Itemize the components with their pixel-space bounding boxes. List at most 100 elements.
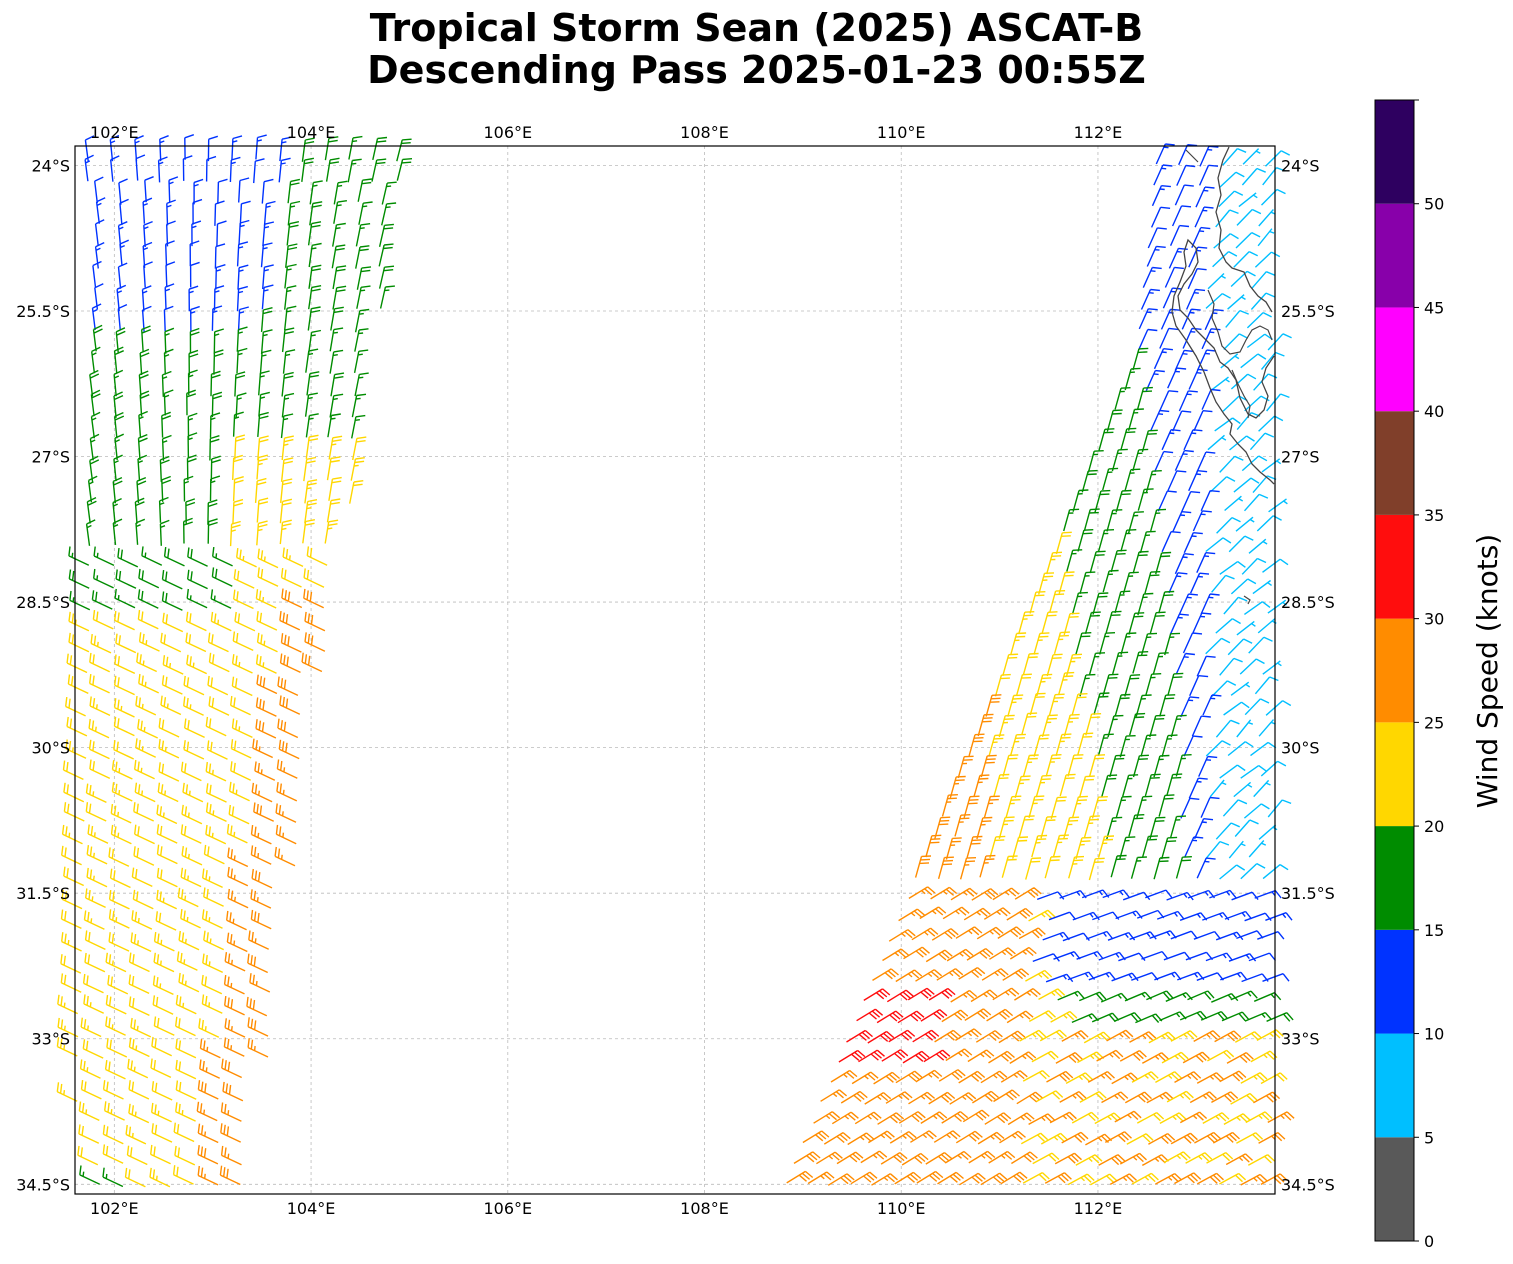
wind-barb: [1066, 549, 1083, 572]
wind-barb: [234, 611, 256, 632]
wind-barb: [247, 953, 268, 974]
wind-barb: [396, 158, 413, 181]
wind-barb: [1242, 148, 1261, 165]
wind-barb: [1061, 1029, 1089, 1042]
wind-barb: [854, 1111, 882, 1125]
wind-barb: [61, 889, 83, 910]
wind-barb: [87, 475, 98, 503]
wind-barb: [1246, 333, 1273, 349]
wind-barb: [89, 369, 100, 397]
wind-barb: [287, 200, 301, 226]
wind-barb: [110, 824, 132, 845]
wind-barb: [1161, 1051, 1189, 1064]
wind-barb: [941, 1009, 969, 1023]
wind-barb: [1209, 779, 1227, 798]
wind-barb: [898, 908, 926, 922]
wind-barb: [993, 773, 1010, 797]
colorbar-tick-label: 10: [1424, 1025, 1444, 1044]
wind-barb: [85, 783, 107, 804]
wind-barb: [177, 887, 199, 908]
wind-barb: [897, 1010, 925, 1024]
wind-barb: [191, 220, 202, 247]
wind-barb: [205, 783, 227, 803]
wind-barb: [958, 967, 986, 980]
wind-barb: [1163, 951, 1192, 961]
wind-barb: [1174, 184, 1194, 206]
wind-barb: [372, 136, 388, 161]
wind-barb: [138, 410, 148, 438]
wind-barb: [279, 695, 301, 715]
wind-barb: [130, 1017, 152, 1038]
wind-barb: [113, 391, 124, 418]
wind-barb: [186, 654, 207, 675]
wind-barb: [1196, 552, 1216, 573]
wind-barb: [903, 946, 930, 960]
wind-barb: [1159, 327, 1179, 349]
wind-barb: [1222, 799, 1248, 817]
wind-barb: [172, 1165, 194, 1185]
wind-barb: [1038, 988, 1066, 1001]
wind-barb: [901, 1152, 929, 1166]
wind-barb: [1228, 953, 1257, 962]
colorbar-bin: [1375, 618, 1414, 723]
wind-barb: [378, 243, 394, 267]
wind-barb: [1238, 192, 1258, 208]
wind-barb: [284, 263, 297, 289]
wind-barb: [231, 676, 253, 697]
wind-barb: [115, 569, 137, 589]
wind-barb: [257, 435, 269, 461]
wind-barb: [1260, 1072, 1288, 1085]
wind-barb: [263, 200, 276, 226]
wind-barbs: [56, 134, 1295, 1188]
wind-barb: [1136, 1111, 1165, 1124]
wind-barb: [954, 814, 971, 837]
wind-barb: [139, 348, 150, 376]
wind-barb: [326, 498, 341, 523]
wind-barb: [1040, 815, 1057, 839]
wind-barb: [1045, 973, 1074, 983]
wind-barb: [1129, 1031, 1157, 1043]
wind-barb: [871, 1173, 898, 1186]
wind-barb: [210, 589, 232, 609]
wind-barb: [998, 714, 1015, 738]
wind-barb: [303, 568, 325, 588]
wind-barb: [1124, 1091, 1152, 1104]
wind-barb: [305, 434, 319, 459]
wind-barb: [207, 135, 219, 162]
colorbar-bin: [1375, 722, 1414, 827]
wind-barb: [217, 178, 228, 205]
wind-barb: [1214, 1030, 1242, 1043]
wind-barb: [977, 1131, 1005, 1145]
wind-barb: [1251, 271, 1276, 289]
wind-barb: [1223, 1113, 1251, 1126]
wind-barb: [186, 454, 197, 481]
wind-barb: [1241, 557, 1267, 575]
wind-barb: [1112, 651, 1129, 675]
wind-barb: [1253, 373, 1278, 391]
wind-barb: [934, 1029, 962, 1043]
wind-barb: [880, 1152, 908, 1165]
wind-barb: [1187, 990, 1215, 1001]
wind-barb: [237, 306, 249, 332]
wind-barb: [353, 349, 369, 374]
wind-barb: [79, 1165, 100, 1185]
wind-barb: [1244, 912, 1272, 922]
wind-barb: [1187, 268, 1207, 290]
wind-barb: [1262, 558, 1289, 573]
wind-barb: [95, 197, 106, 224]
wind-barb: [816, 1151, 843, 1165]
wind-barb: [141, 285, 152, 312]
wind-barb: [210, 370, 221, 397]
wind-barb: [113, 740, 134, 760]
wind-barb: [381, 181, 397, 205]
wind-barb: [1129, 931, 1157, 940]
colorbar-bin: [1375, 411, 1414, 515]
wind-barb: [105, 995, 127, 1015]
coastline-path: [1171, 146, 1275, 485]
wind-barb: [1033, 734, 1050, 757]
wind-barb: [983, 795, 1000, 818]
wind-barb: [1087, 1070, 1115, 1083]
wind-barb: [307, 221, 322, 246]
wind-barb: [1191, 226, 1211, 248]
wind-barb: [998, 816, 1015, 839]
